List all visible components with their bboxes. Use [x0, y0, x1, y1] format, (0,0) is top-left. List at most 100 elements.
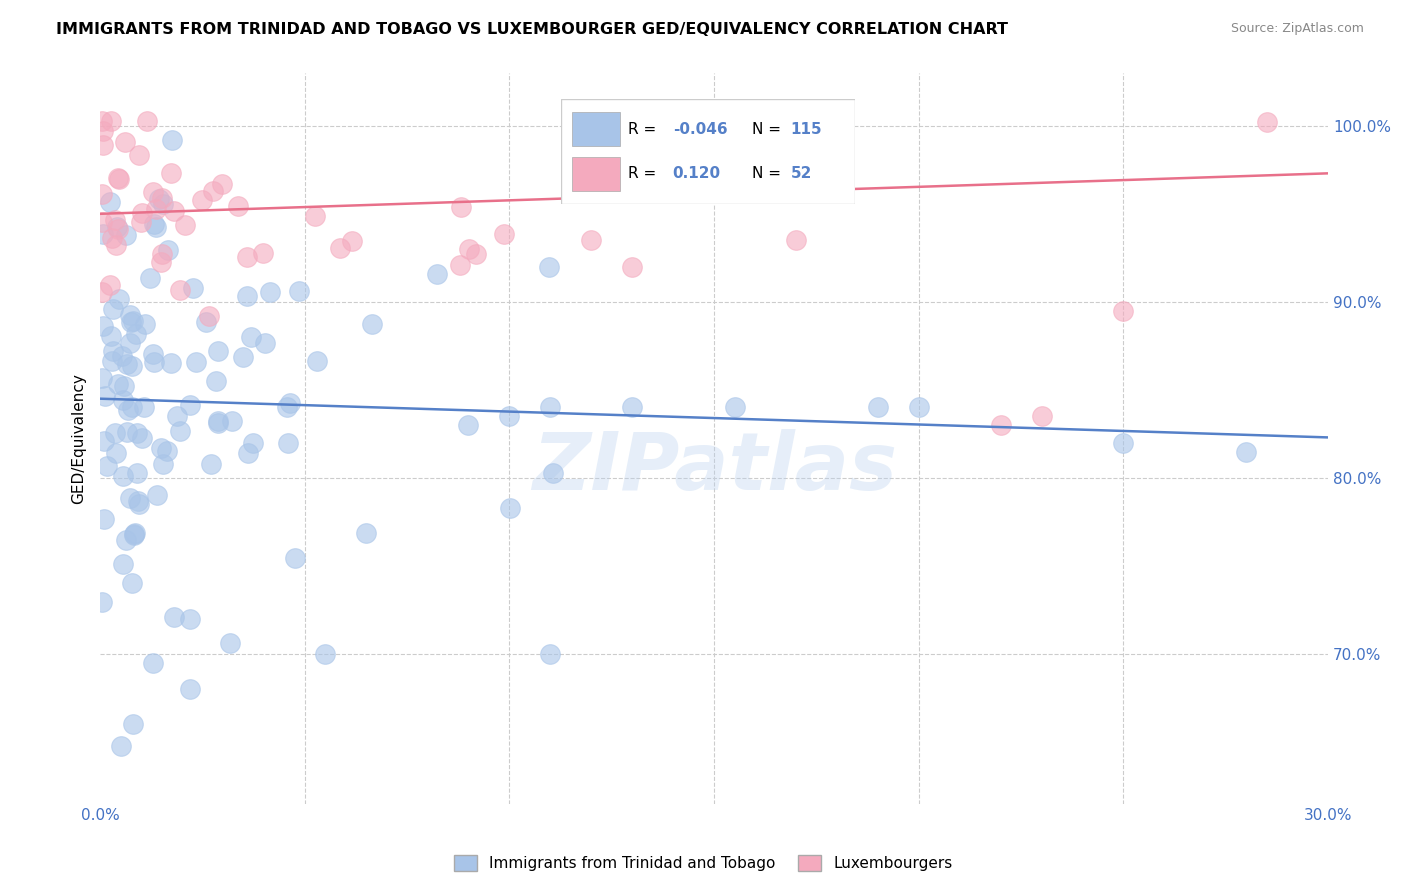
Point — [125, 425, 148, 440]
Point — [129, 215, 152, 229]
Point — [105, 446, 128, 460]
Point — [117, 403, 139, 417]
Point — [91, 137, 114, 152]
Point — [226, 199, 249, 213]
Point — [157, 244, 180, 258]
Point — [127, 493, 149, 508]
Point — [207, 416, 229, 430]
Point — [1031, 409, 1053, 424]
Point — [160, 166, 183, 180]
Point — [253, 335, 276, 350]
Point — [115, 425, 138, 439]
Point — [93, 512, 115, 526]
Point — [621, 401, 644, 415]
Point — [277, 435, 299, 450]
Point — [101, 353, 124, 368]
Point — [125, 326, 148, 341]
Point — [179, 398, 201, 412]
Point — [121, 359, 143, 374]
Point — [114, 135, 136, 149]
Point — [91, 124, 114, 138]
Point — [150, 247, 173, 261]
Point — [101, 231, 124, 245]
Point — [201, 184, 224, 198]
Point — [121, 576, 143, 591]
Point — [195, 314, 218, 328]
Point — [108, 172, 131, 186]
Point — [91, 186, 114, 201]
Text: ZIPatlas: ZIPatlas — [531, 428, 897, 507]
Point — [134, 317, 156, 331]
Point — [457, 418, 479, 433]
Point — [131, 431, 153, 445]
Point — [118, 308, 141, 322]
Point — [155, 444, 177, 458]
Y-axis label: GED/Equivalency: GED/Equivalency — [72, 373, 86, 504]
Point — [141, 186, 163, 200]
Point — [107, 170, 129, 185]
Point — [457, 242, 479, 256]
Point — [122, 717, 145, 731]
Point — [125, 466, 148, 480]
Point — [152, 457, 174, 471]
Point — [150, 255, 173, 269]
Point — [1112, 303, 1135, 318]
Point — [207, 344, 229, 359]
Point — [105, 219, 128, 234]
Point — [464, 247, 486, 261]
Point — [866, 401, 889, 415]
Point — [122, 526, 145, 541]
Point — [181, 281, 204, 295]
Point — [621, 260, 644, 274]
Point — [111, 557, 134, 571]
Point — [104, 425, 127, 440]
Point — [138, 270, 160, 285]
Point — [354, 526, 377, 541]
Point — [219, 636, 242, 650]
Point — [200, 457, 222, 471]
Point — [143, 217, 166, 231]
Point — [98, 277, 121, 292]
Point — [120, 315, 142, 329]
Point — [498, 409, 520, 424]
Point — [121, 401, 143, 415]
Point — [145, 488, 167, 502]
Point — [238, 446, 260, 460]
Point — [145, 202, 167, 217]
Point — [101, 344, 124, 359]
Point — [152, 197, 174, 211]
Point — [111, 468, 134, 483]
Point — [111, 393, 134, 408]
Point — [91, 113, 114, 128]
Point — [314, 647, 336, 661]
Point — [197, 309, 219, 323]
Point — [162, 204, 184, 219]
Point — [169, 424, 191, 438]
Point — [499, 501, 522, 516]
Point — [450, 200, 472, 214]
Point — [107, 222, 129, 236]
Point — [96, 459, 118, 474]
Point — [169, 283, 191, 297]
Point — [93, 227, 115, 241]
Text: Source: ZipAtlas.com: Source: ZipAtlas.com — [1230, 22, 1364, 36]
Point — [252, 245, 274, 260]
Point — [91, 215, 114, 229]
Point — [150, 191, 173, 205]
Point — [232, 350, 254, 364]
Point — [259, 285, 281, 299]
Legend: Immigrants from Trinidad and Tobago, Luxembourgers: Immigrants from Trinidad and Tobago, Lux… — [447, 849, 959, 877]
Point — [93, 434, 115, 448]
Point — [142, 656, 165, 670]
Point — [91, 285, 114, 299]
Point — [112, 379, 135, 393]
Point — [173, 218, 195, 232]
Point — [538, 401, 561, 415]
Point — [100, 329, 122, 343]
Point — [107, 292, 129, 306]
Point — [236, 289, 259, 303]
Point — [115, 228, 138, 243]
Point — [329, 241, 352, 255]
Point — [221, 414, 243, 428]
Point — [128, 497, 150, 511]
